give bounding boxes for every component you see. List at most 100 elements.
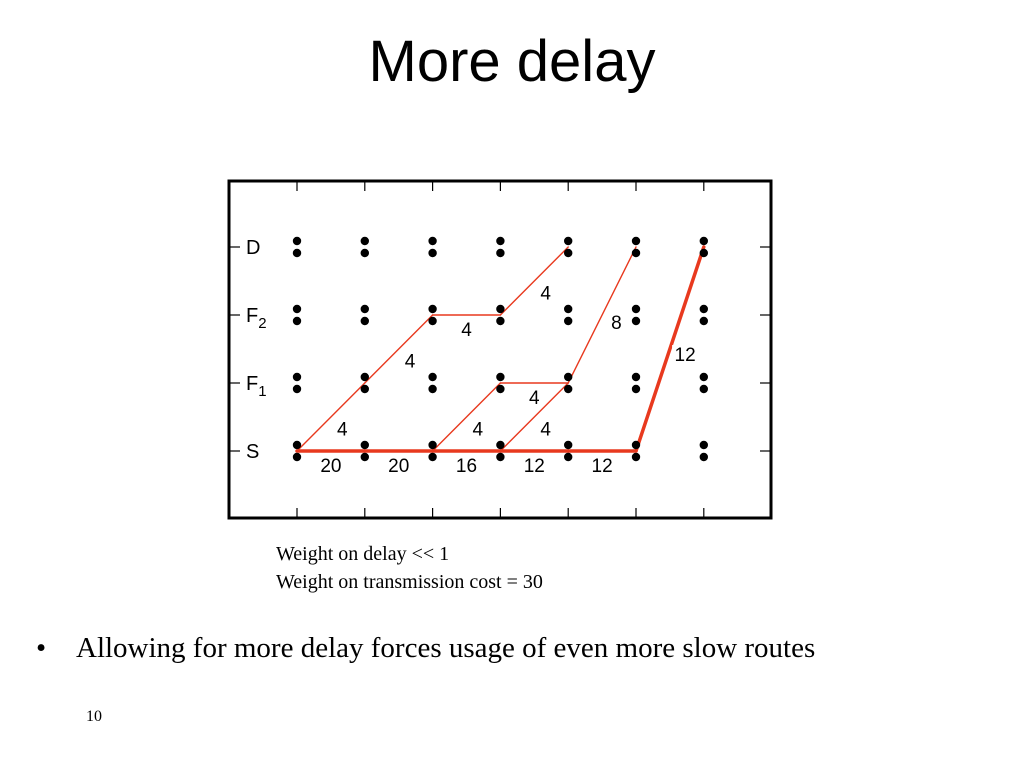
edge-label-backing [459, 320, 474, 339]
edge-label-backing [526, 388, 542, 407]
node-dot [496, 372, 505, 382]
node-dot [292, 372, 302, 382]
bullet-symbol: • [36, 632, 47, 664]
node-dot [699, 236, 708, 246]
row-label-d: D [246, 237, 260, 259]
edge-label-backing [608, 313, 624, 333]
route-edge [499, 246, 569, 316]
bullet-text: Allowing for more delay forces usage of … [76, 632, 816, 664]
edge-weight-label: 4 [540, 419, 551, 440]
node-dot [496, 316, 505, 326]
node-dot [292, 440, 302, 450]
node-dot [428, 440, 437, 450]
edge-weight-label: 12 [675, 345, 696, 366]
node-dot [631, 440, 641, 450]
edge-label-backing [470, 419, 486, 439]
frame-ticks [229, 181, 771, 518]
edge-weight-label: 12 [592, 456, 613, 477]
node-dot [360, 236, 369, 246]
edge-label-backing [538, 283, 554, 303]
node-dot [292, 384, 302, 394]
node-dot [564, 384, 573, 394]
node-dot [496, 384, 505, 394]
node-dot [292, 452, 302, 462]
route-edge [296, 382, 366, 452]
node-dot [496, 304, 505, 314]
node-dot [292, 236, 302, 246]
node-dot [631, 304, 641, 314]
node-dot [699, 384, 708, 394]
edge-label-backing [334, 419, 350, 439]
node-dot [428, 316, 437, 326]
node-dot [564, 304, 573, 314]
node-dot [699, 372, 708, 382]
edge-label-backing [402, 351, 418, 371]
node-dot [631, 372, 641, 382]
edge-weight-label: 8 [611, 313, 622, 334]
edge-weight-label: 4 [405, 351, 416, 372]
edge-weight-label: 4 [337, 419, 348, 440]
node-dot [428, 304, 437, 314]
edge-label-backing [672, 345, 699, 365]
node-dot [292, 316, 302, 326]
edge-label-backing [538, 419, 554, 439]
node-dot [428, 384, 437, 394]
node-dot [360, 440, 369, 450]
node-dot [292, 248, 302, 258]
route-edges [295, 245, 706, 453]
route-edge [634, 245, 706, 453]
node-dot [631, 248, 641, 258]
node-dot [699, 304, 708, 314]
node-dot [496, 248, 505, 258]
node-dot [564, 316, 573, 326]
edge-weight-label: 4 [540, 283, 551, 304]
edge-weight-label: 4 [461, 320, 472, 341]
node-dot [360, 452, 369, 462]
node-dot [428, 372, 437, 382]
node-dot [428, 236, 437, 246]
node-dot [496, 236, 505, 246]
caption-line-2: Weight on transmission cost = 30 [276, 571, 543, 593]
node-dot [631, 452, 641, 462]
route-edge [499, 382, 569, 452]
node-dot [564, 440, 573, 450]
node-dot [564, 236, 573, 246]
node-dot [428, 248, 437, 258]
route-edge [567, 246, 637, 384]
row-label-s: S [246, 441, 259, 463]
node-dot [360, 384, 369, 394]
node-dot [564, 452, 573, 462]
edge-label-backing [317, 456, 344, 475]
route-edge [431, 382, 502, 452]
edge-weight-label: 20 [320, 456, 341, 477]
edge-weight-label: 20 [388, 456, 409, 477]
bullet-item: • Allowing for more delay forces usage o… [36, 632, 815, 665]
node-dot [699, 452, 708, 462]
node-dot [428, 452, 437, 462]
node-dot [360, 372, 369, 382]
node-dot [360, 248, 369, 258]
node-dot [564, 372, 573, 382]
edge-weight-label: 4 [473, 419, 484, 440]
node-dot [631, 384, 641, 394]
node-dot [496, 440, 505, 450]
node-dots [292, 236, 708, 462]
node-dot [496, 452, 505, 462]
node-dot [631, 236, 641, 246]
node-dot [564, 248, 573, 258]
node-dot [699, 248, 708, 258]
edge-label-backing [385, 456, 412, 475]
slide-title: More delay [368, 29, 656, 94]
edge-label-backing [521, 456, 548, 475]
edge-weight-label: 12 [524, 456, 545, 477]
node-dot [360, 316, 369, 326]
page-number: 10 [86, 708, 102, 725]
node-dot [699, 316, 708, 326]
edge-weight-label: 4 [529, 388, 540, 409]
edge-weight-label: 16 [456, 456, 477, 477]
node-dot [699, 440, 708, 450]
node-dot [292, 304, 302, 314]
